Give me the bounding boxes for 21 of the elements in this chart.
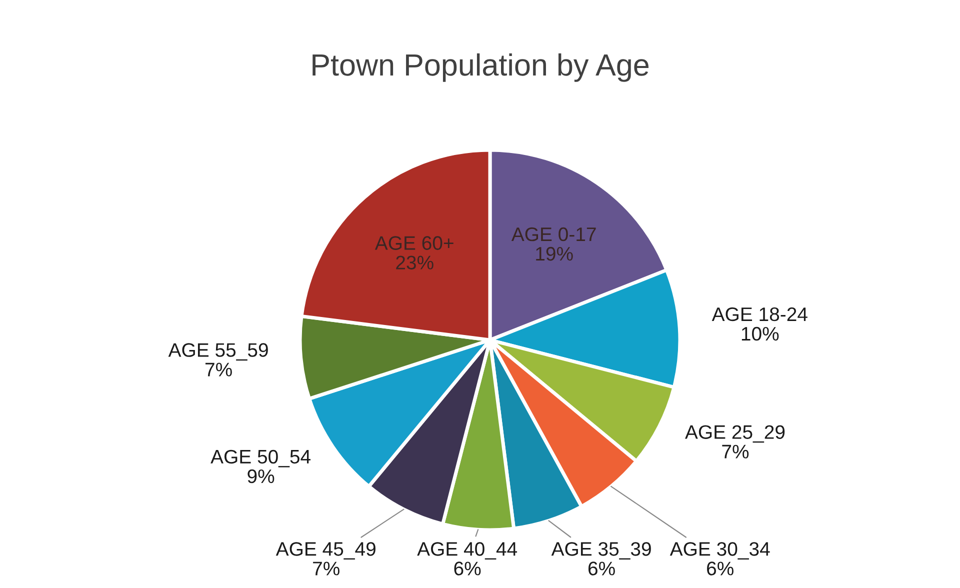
slice-label: AGE 45_49 [276, 542, 376, 560]
data-label: 6% [707, 562, 734, 576]
slice-label: AGE 18-24 [712, 307, 808, 322]
data-label: 19% [536, 246, 573, 261]
slice-label: AGE 40_44 [417, 542, 518, 560]
data-label: 10% [742, 326, 779, 341]
data-label: 6% [588, 562, 615, 576]
data-label: 6% [454, 562, 481, 576]
slice-label: AGE 35_39 [551, 542, 651, 560]
slice-label: AGE 0-17 [511, 227, 596, 242]
data-label: 23% [396, 256, 434, 270]
data-label: 7% [313, 562, 340, 576]
slice-label: AGE 30_34 [670, 542, 770, 560]
slice-label: AGE 50_54 [210, 450, 311, 468]
chart-title: Ptown Population by Age [312, 53, 649, 82]
data-label: 7% [722, 444, 749, 458]
slice-label: AGE 60+ [374, 236, 454, 250]
slice-label: AGE 55_59 [168, 343, 268, 361]
data-label: 9% [248, 469, 274, 484]
data-label: 7% [205, 362, 232, 376]
slice-label: AGE 25_29 [685, 425, 785, 443]
